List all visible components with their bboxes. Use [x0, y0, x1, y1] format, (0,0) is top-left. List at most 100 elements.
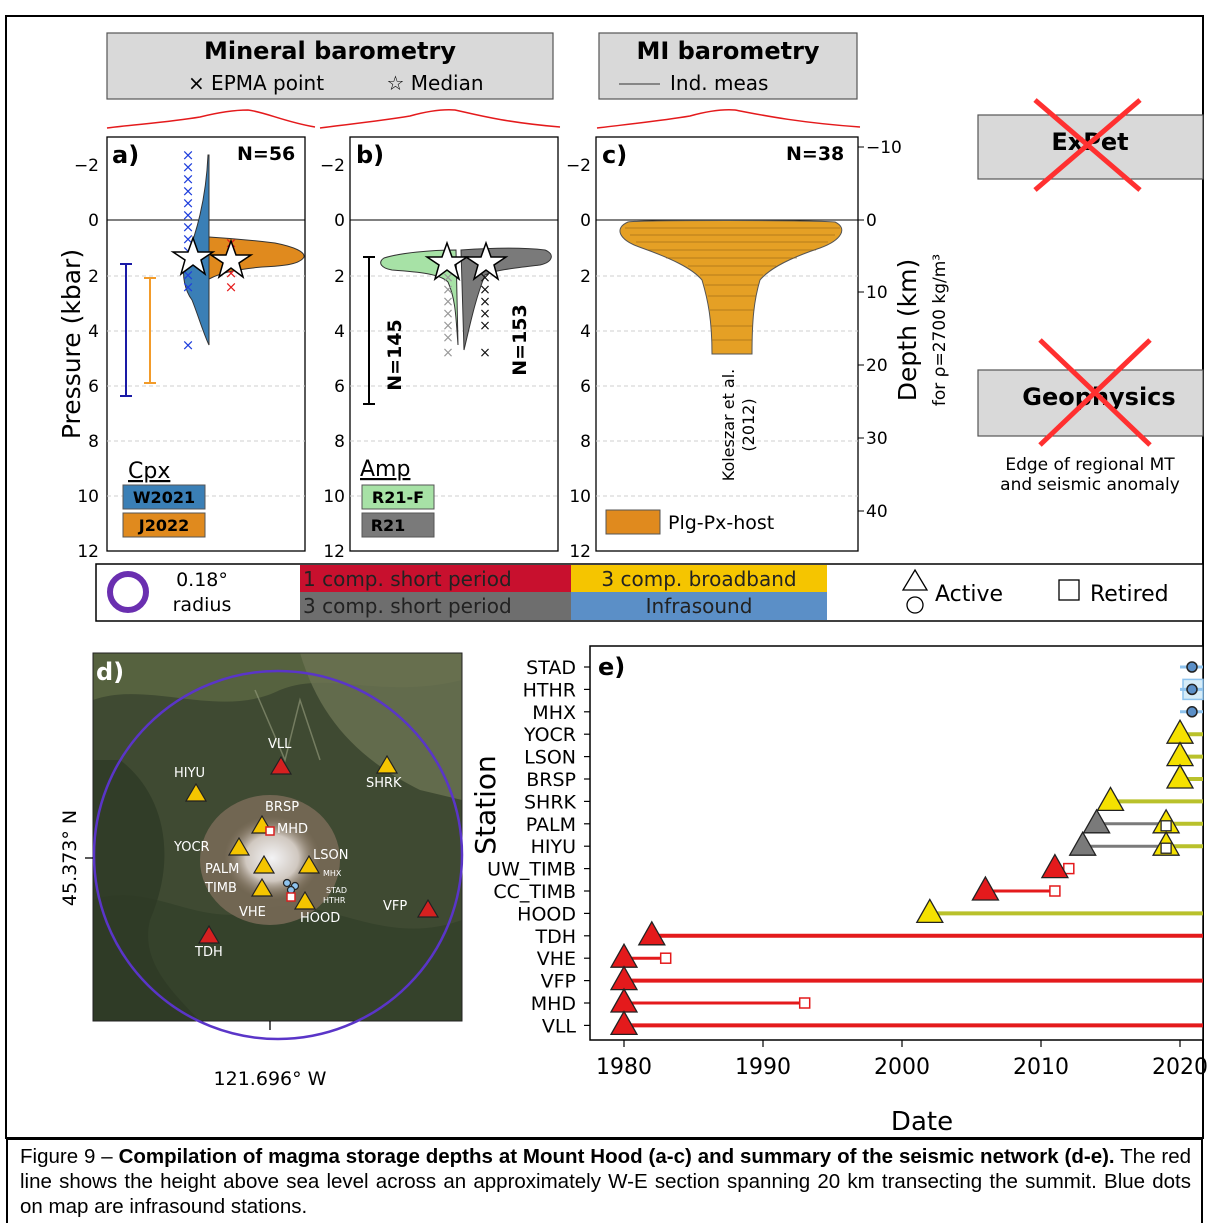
svg-text:×: × — [182, 218, 195, 236]
r21-f-median-star — [424, 240, 470, 281]
active-station-marker — [1096, 786, 1125, 812]
date-tick-label: 1980 — [596, 1055, 652, 1080]
svg-text:×: × — [182, 278, 195, 296]
caption-prefix: Figure 9 – — [20, 1145, 119, 1168]
station-tick-label: STAD — [526, 657, 576, 679]
svg-text:30: 30 — [866, 429, 888, 449]
station-tick-label: HTHR — [523, 679, 576, 701]
infrasound-station-marker — [1186, 706, 1198, 718]
depth-ticks: −10 0 10 20 30 40 — [858, 138, 902, 522]
svg-text:0: 0 — [88, 211, 99, 231]
svg-text:6: 6 — [580, 377, 591, 397]
active-station-marker — [915, 898, 944, 924]
svg-text:4: 4 — [580, 322, 591, 342]
date-ticks: 1980 1990 2000 2010 2020 — [596, 1040, 1208, 1080]
date-tick-label: 2010 — [1013, 1055, 1069, 1080]
mi-barometry-header: MI barometry Ind. meas — [598, 32, 858, 100]
svg-text:12: 12 — [323, 542, 345, 562]
svg-text:TDH: TDH — [194, 945, 223, 960]
date-tick-label: 2020 — [1152, 1055, 1208, 1080]
map-panel: d) 121.696° W 45.373° N VLL HIYU — [59, 652, 464, 1090]
station-tick-label: UW_TIMB — [487, 859, 576, 881]
koleszar-ref-1: Koleszar et al. — [719, 369, 738, 482]
map-station-hiyu — [184, 782, 208, 802]
retired-station-marker — [659, 952, 672, 964]
expet-box: ExPet — [977, 98, 1204, 192]
cpx-legend-title: Cpx — [128, 459, 170, 484]
svg-text:YOCR: YOCR — [173, 840, 210, 855]
station-tick-label: PALM — [526, 814, 576, 836]
ind-meas-legend: Ind. meas — [670, 71, 768, 95]
broadband-3c-label: 3 comp. broadband — [601, 567, 796, 591]
plg-px-host-swatch — [605, 509, 661, 535]
svg-text:6: 6 — [88, 377, 99, 397]
svg-text:−10: −10 — [866, 138, 902, 158]
station-tick-label: HOOD — [517, 903, 576, 925]
map-station-vll — [269, 755, 293, 775]
svg-text:LSON: LSON — [313, 848, 348, 863]
active-station-marker — [637, 920, 666, 946]
svg-text:10: 10 — [323, 487, 345, 507]
retired-station-marker — [1160, 820, 1172, 832]
map-station-mhd — [265, 826, 275, 836]
geophysics-box: Geophysics Edge of regional MT and seism… — [977, 338, 1204, 495]
svg-text:12: 12 — [77, 542, 99, 562]
j2022-legend-swatch — [122, 512, 206, 538]
j2022-median-star — [208, 238, 254, 279]
w2021-range-bar — [120, 263, 132, 397]
svg-text:HIYU: HIYU — [174, 766, 205, 781]
panel-a-label: a) — [112, 141, 139, 169]
map-station-lson — [297, 854, 321, 874]
station-tick-label: VLL — [542, 1015, 577, 1037]
caption-rest: The red line shows the height above sea … — [20, 1145, 1191, 1218]
retired-station-marker — [1049, 885, 1061, 897]
retired-station-marker — [1063, 862, 1075, 875]
geophysics-note-1: Edge of regional MT — [1005, 455, 1175, 475]
depth-axis-label: Depth (km) — [893, 259, 922, 401]
active-station-marker — [1165, 763, 1195, 789]
retired-square-icon — [1058, 579, 1080, 601]
panel-c: −2 0 2 4 6 8 10 12 −10 0 10 20 30 40 Dep… — [566, 136, 950, 562]
amp-n-left: N=145 — [384, 319, 406, 390]
svg-text:×: × — [442, 306, 454, 322]
caption-bold: Compilation of magma storage depths at M… — [118, 1145, 1115, 1168]
mineral-barometry-header: Mineral barometry × EPMA point ☆ Median — [106, 32, 554, 100]
individual-measurement-lines — [625, 227, 840, 341]
svg-text:×: × — [479, 306, 491, 322]
station-axis-label: Station — [469, 755, 502, 855]
active-station-marker — [971, 875, 1000, 901]
station-tick-label: MHD — [531, 993, 576, 1015]
map-station-timb — [250, 877, 274, 897]
map-station-shrk — [375, 754, 399, 774]
svg-text:×: × — [182, 194, 195, 212]
infrasound-station-marker — [1186, 661, 1198, 673]
svg-text:8: 8 — [580, 432, 591, 452]
map-station-palm — [252, 854, 276, 874]
mi-title: MI barometry — [636, 37, 819, 65]
r21-legend-swatch — [361, 512, 435, 538]
radius-circle-icon — [107, 571, 149, 613]
retired-label: Retired — [1090, 582, 1169, 607]
svg-text:×: × — [479, 270, 491, 286]
amp-n-right: N=153 — [509, 304, 531, 375]
panel-b-label: b) — [356, 141, 384, 169]
radius-value: 0.18° — [176, 569, 228, 591]
panel-a: −2 0 2 4 6 8 10 12 Pressure (kbar) a) N=… — [57, 136, 306, 562]
r21-legend-label: R21 — [371, 516, 406, 535]
svg-text:×: × — [442, 282, 454, 298]
svg-text:10: 10 — [77, 487, 99, 507]
svg-text:SHRK: SHRK — [366, 776, 402, 791]
topo-profile-c — [596, 109, 861, 129]
r21-median-star — [463, 240, 509, 281]
j2022-range-bar — [144, 277, 156, 384]
svg-text:PALM: PALM — [205, 862, 239, 877]
plg-px-host-legend: Plg-Px-host — [668, 512, 774, 534]
map-latitude: 45.373° N — [59, 810, 81, 906]
station-tick-label: TDH — [534, 926, 576, 948]
svg-text:10: 10 — [569, 487, 591, 507]
svg-text:×: × — [479, 294, 491, 310]
plg-px-host-violin — [619, 220, 843, 355]
svg-text:−2: −2 — [320, 156, 345, 176]
svg-text:8: 8 — [334, 432, 345, 452]
map-station-labels: VLL HIYU SHRK BRSP MHD YOCR PALM LSON TI… — [173, 737, 407, 960]
